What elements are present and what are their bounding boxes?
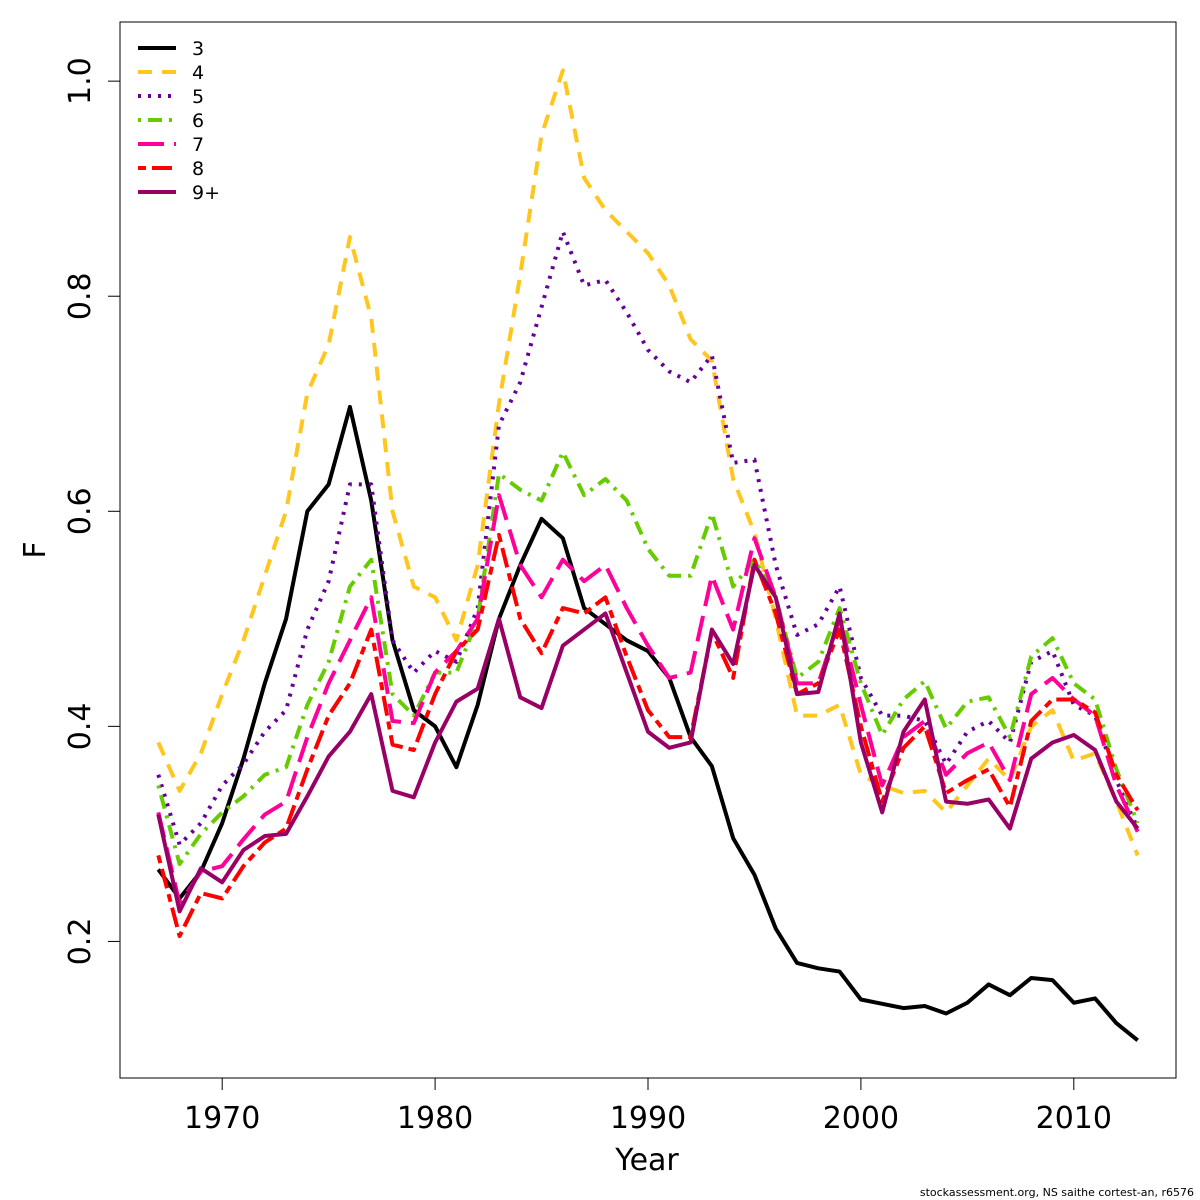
legend-label: 7: [192, 134, 204, 156]
x-tick-label: 1970: [184, 1101, 260, 1136]
series-line: [156, 450, 1140, 866]
series-line: [156, 563, 1140, 914]
y-tick-label: 0.2: [63, 918, 98, 966]
series-line: [156, 68, 1140, 857]
y-tick-label: 1.0: [63, 57, 98, 105]
series-line: [156, 229, 1140, 847]
x-tick-label: 1990: [610, 1101, 686, 1136]
legend-label: 8: [192, 158, 204, 180]
series-line: [156, 532, 1140, 939]
x-tick-label: 2010: [1036, 1101, 1112, 1136]
footnote: stockassessment.org, NS saithe cortest-a…: [920, 1186, 1194, 1199]
legend-label: 9+: [192, 182, 220, 204]
y-tick-label: 0.6: [63, 487, 98, 535]
series-line: [156, 493, 1140, 906]
y-axis-label: F: [18, 541, 53, 558]
legend-label: 6: [192, 110, 204, 132]
x-tick-label: 2000: [823, 1101, 899, 1136]
legend-label: 3: [192, 38, 204, 60]
y-tick-label: 0.4: [63, 702, 98, 750]
x-axis-label: Year: [614, 1143, 679, 1178]
legend-label: 4: [192, 62, 204, 84]
plot-frame: [119, 21, 1177, 1079]
legend-label: 5: [192, 86, 204, 108]
y-tick-label: 0.8: [63, 272, 98, 320]
x-tick-label: 1980: [397, 1101, 473, 1136]
series-line: [156, 404, 1139, 1042]
